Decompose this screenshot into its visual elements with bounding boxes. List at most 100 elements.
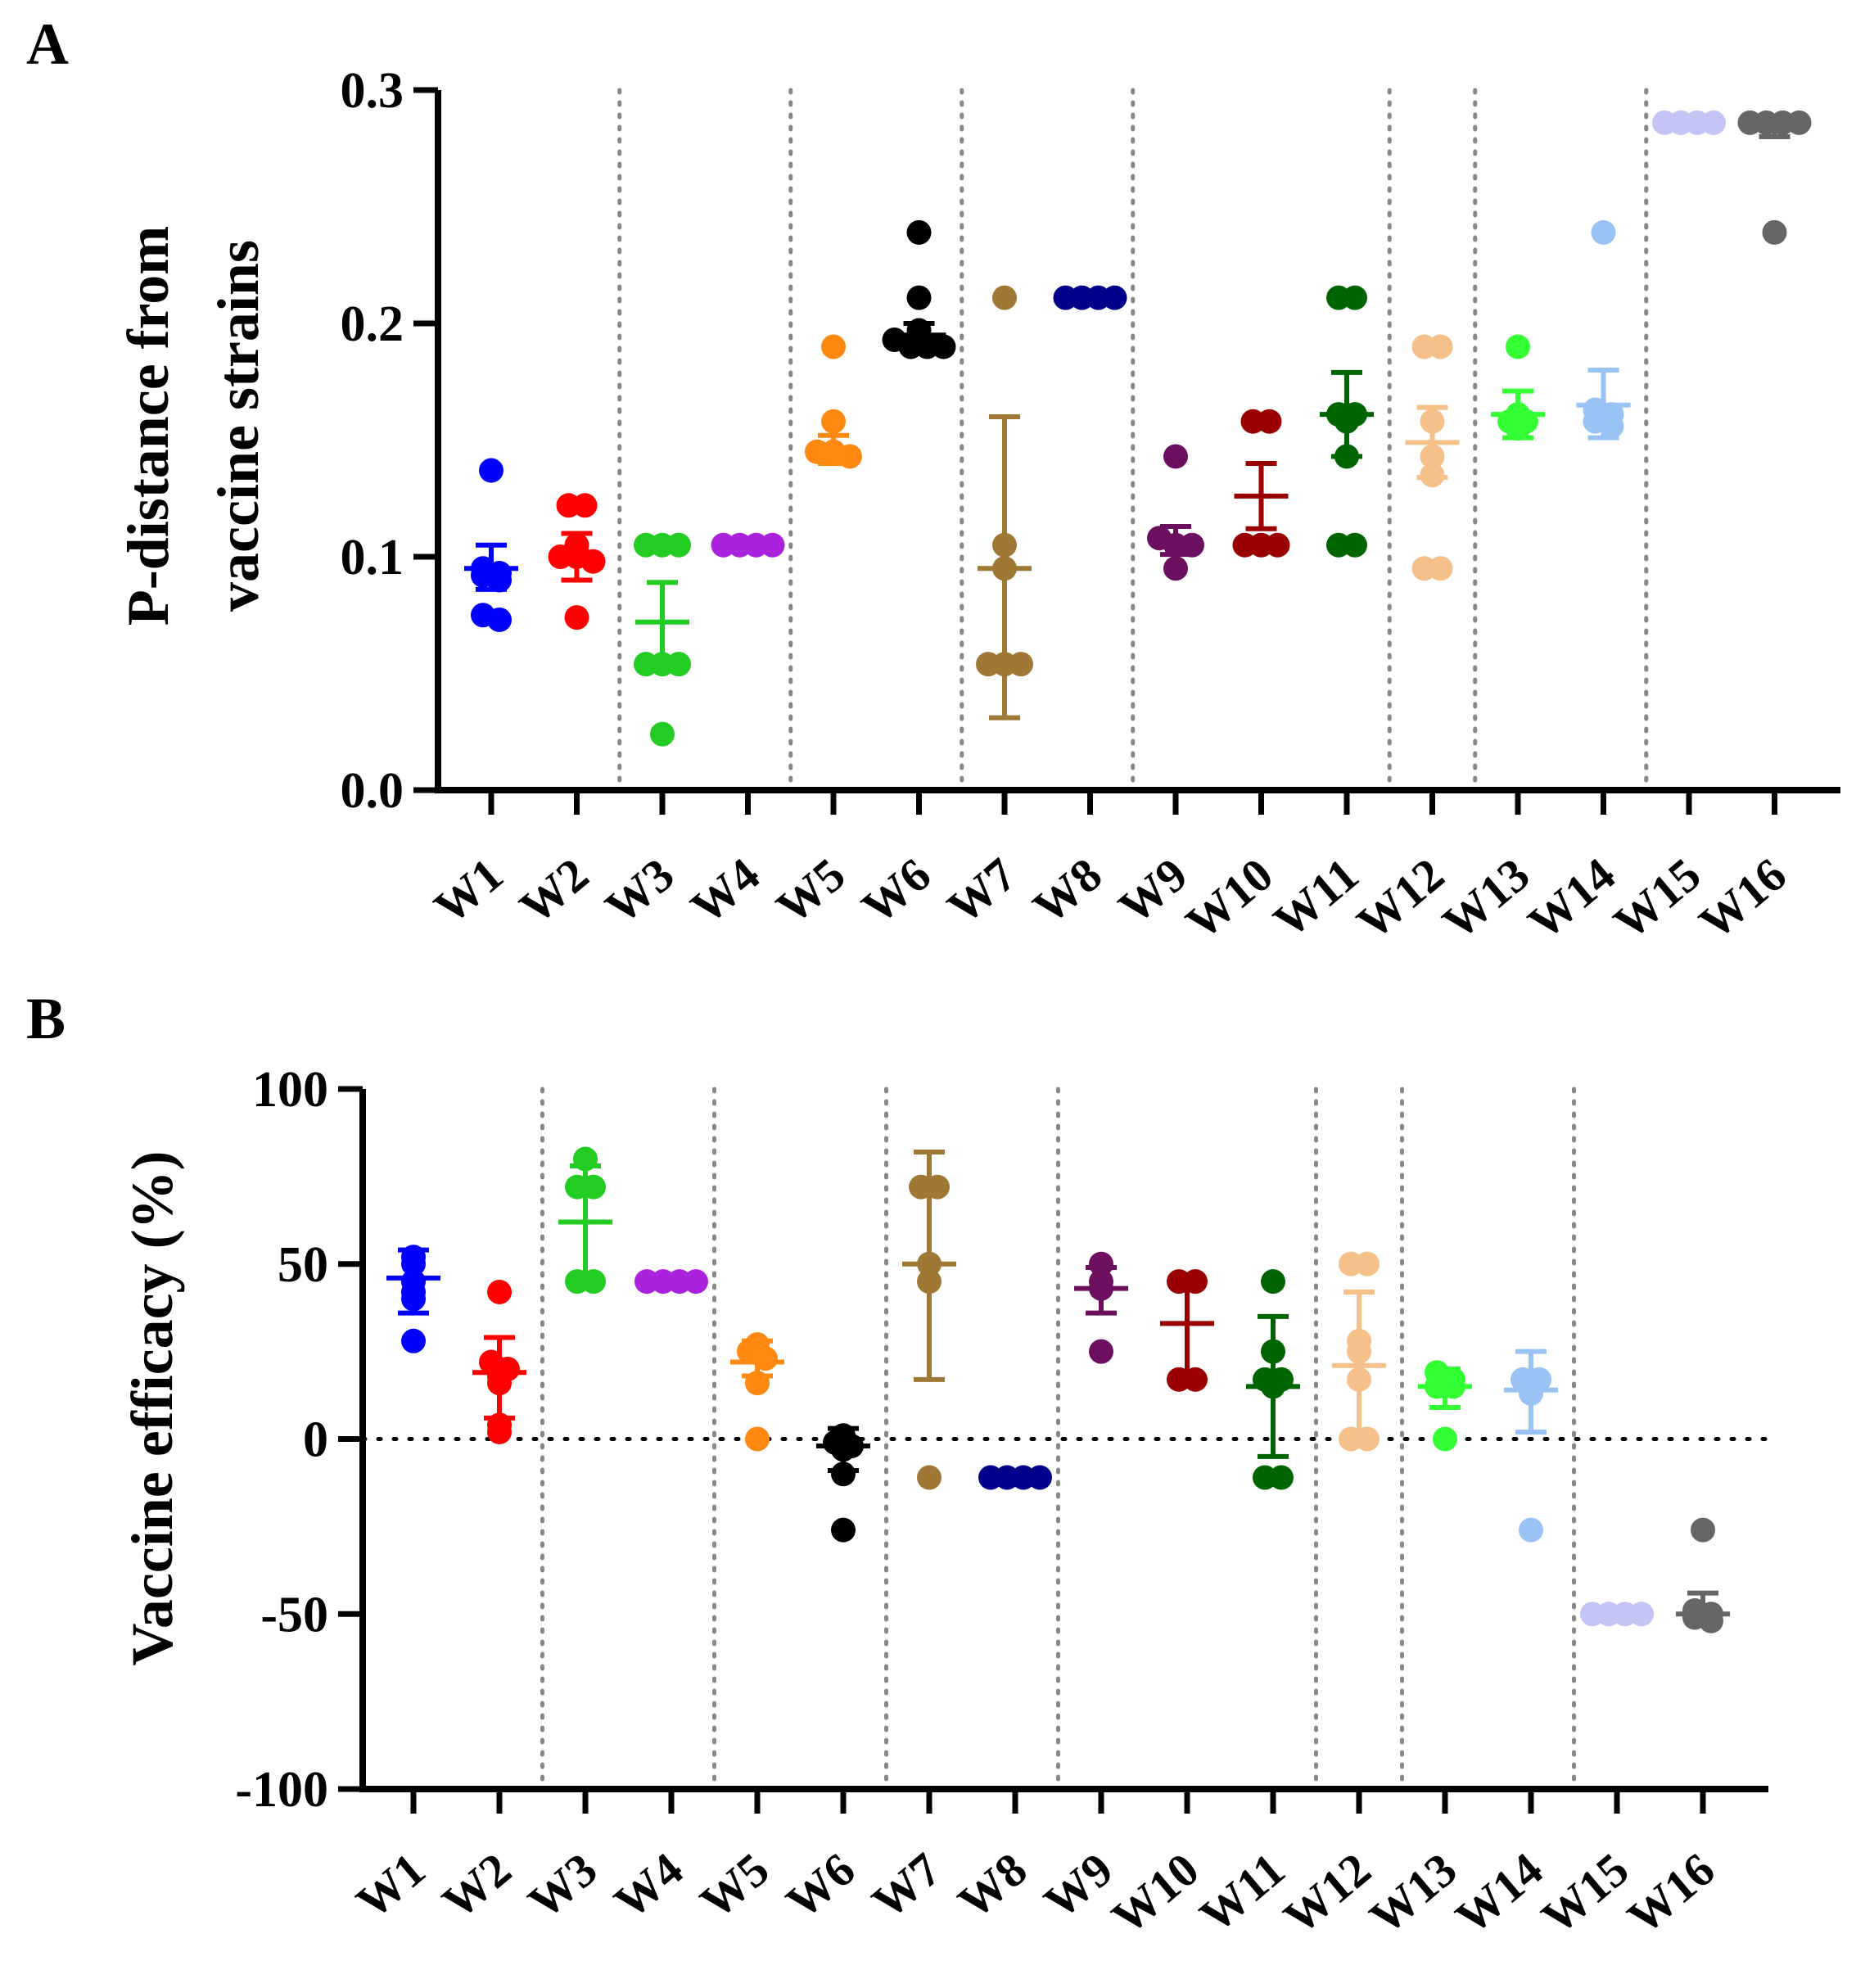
data-point <box>1163 556 1188 581</box>
x-tick-label: W6 <box>851 847 940 934</box>
data-point <box>564 605 589 630</box>
x-tick-label: W12 <box>1274 1842 1381 1944</box>
series-w16 <box>1737 110 1812 245</box>
x-tick-label: W14 <box>1518 847 1625 949</box>
data-point <box>745 1426 770 1452</box>
x-tick-label: W9 <box>1034 1842 1122 1929</box>
series-w9 <box>1074 1251 1128 1364</box>
data-point <box>572 493 598 518</box>
data-point <box>1343 285 1367 310</box>
series-w3 <box>558 1146 612 1294</box>
x-tick-label: W15 <box>1532 1842 1639 1944</box>
data-point <box>1506 334 1530 359</box>
series-w1 <box>464 458 518 632</box>
series-w11 <box>1246 1269 1300 1490</box>
data-point <box>1089 1251 1113 1276</box>
data-point <box>1428 334 1453 359</box>
data-point <box>1163 444 1188 469</box>
data-point <box>650 721 675 747</box>
data-point <box>580 549 606 574</box>
data-point <box>992 285 1017 310</box>
x-tick-label: W5 <box>766 847 855 934</box>
data-point <box>487 1279 512 1304</box>
series-w9 <box>1147 444 1204 581</box>
panel-b-letter: B <box>26 986 65 1051</box>
y-tick-label: 50 <box>278 1237 328 1293</box>
series-w12 <box>1405 334 1460 581</box>
data-point <box>821 409 846 434</box>
series-w6 <box>882 219 956 359</box>
data-point <box>1433 1426 1457 1452</box>
x-tick-label: W13 <box>1433 847 1540 949</box>
data-point <box>666 532 691 558</box>
y-tick-label: 100 <box>252 1062 328 1118</box>
x-tick-label: W4 <box>604 1842 693 1929</box>
x-tick-label: W16 <box>1618 1842 1725 1944</box>
x-tick-label: W15 <box>1604 847 1711 949</box>
x-tick-label: W1 <box>424 847 513 934</box>
x-tick-label: W2 <box>432 1842 521 1929</box>
panel-a-letter: A <box>26 11 69 77</box>
data-point <box>487 607 512 632</box>
series-w2 <box>472 1279 526 1444</box>
y-tick-label: 0.0 <box>341 763 404 819</box>
x-tick-label: W9 <box>1109 847 1197 934</box>
x-tick-label: W7 <box>937 847 1026 934</box>
y-tick-label: -100 <box>235 1762 328 1818</box>
x-tick-label: W3 <box>518 1842 607 1929</box>
x-tick-label: W16 <box>1689 847 1796 949</box>
data-point <box>1355 1251 1380 1276</box>
series-w4 <box>711 532 785 558</box>
data-point <box>1261 1269 1285 1294</box>
x-tick-label: W14 <box>1446 1842 1553 1944</box>
series-w2 <box>548 493 606 630</box>
y-tick-label: 0.3 <box>341 63 404 119</box>
series-w4 <box>634 1269 708 1294</box>
series-w3 <box>634 532 691 747</box>
data-point <box>831 1517 856 1543</box>
data-point <box>1343 532 1367 558</box>
y-tick-label: 0.1 <box>341 530 404 585</box>
data-point <box>821 334 846 359</box>
x-tick-label: W3 <box>595 847 684 934</box>
y-axis-label: P-distance from <box>115 226 181 626</box>
x-tick-label: W2 <box>509 847 598 934</box>
series-w13 <box>1418 1360 1472 1452</box>
data-point <box>401 1328 426 1353</box>
x-tick-label: W1 <box>346 1842 435 1929</box>
y-axis-label: Vaccine efficacy (%) <box>120 1150 185 1665</box>
x-tick-label: W8 <box>1023 847 1111 934</box>
y-tick-label: 0.2 <box>341 296 404 352</box>
x-tick-label: W10 <box>1176 847 1283 949</box>
panel-a-chart: 0.0 0.1 0.2 0.3 P-distance from vaccine strai… <box>115 63 1840 950</box>
data-point <box>479 458 504 483</box>
data-point <box>1519 1517 1543 1543</box>
data-point <box>917 1465 942 1490</box>
y-tick-label: -50 <box>260 1587 328 1642</box>
series-w5 <box>730 1332 784 1452</box>
series-w6 <box>816 1423 870 1543</box>
data-point <box>1009 652 1033 677</box>
series-w11 <box>1320 285 1374 558</box>
data-point <box>1591 219 1616 245</box>
x-tick-label: W13 <box>1360 1842 1467 1944</box>
series-w10 <box>1160 1269 1214 1392</box>
data-point <box>906 219 932 245</box>
y-axis-label: vaccine strains <box>205 240 271 612</box>
data-point <box>1257 409 1282 434</box>
x-tick-label: W12 <box>1347 847 1454 949</box>
x-tick-label: W6 <box>776 1842 865 1929</box>
series-w7 <box>902 1149 956 1490</box>
series-w8 <box>978 1465 1052 1490</box>
series-w10 <box>1232 409 1290 558</box>
series-w15 <box>1652 110 1726 135</box>
series-w15 <box>1580 1602 1654 1627</box>
series-w12 <box>1332 1251 1386 1452</box>
data-point <box>831 1462 856 1487</box>
y-tick-label: 0 <box>303 1412 328 1468</box>
series-w5 <box>805 334 862 469</box>
data-point <box>666 652 691 677</box>
data-point <box>1269 1465 1294 1490</box>
